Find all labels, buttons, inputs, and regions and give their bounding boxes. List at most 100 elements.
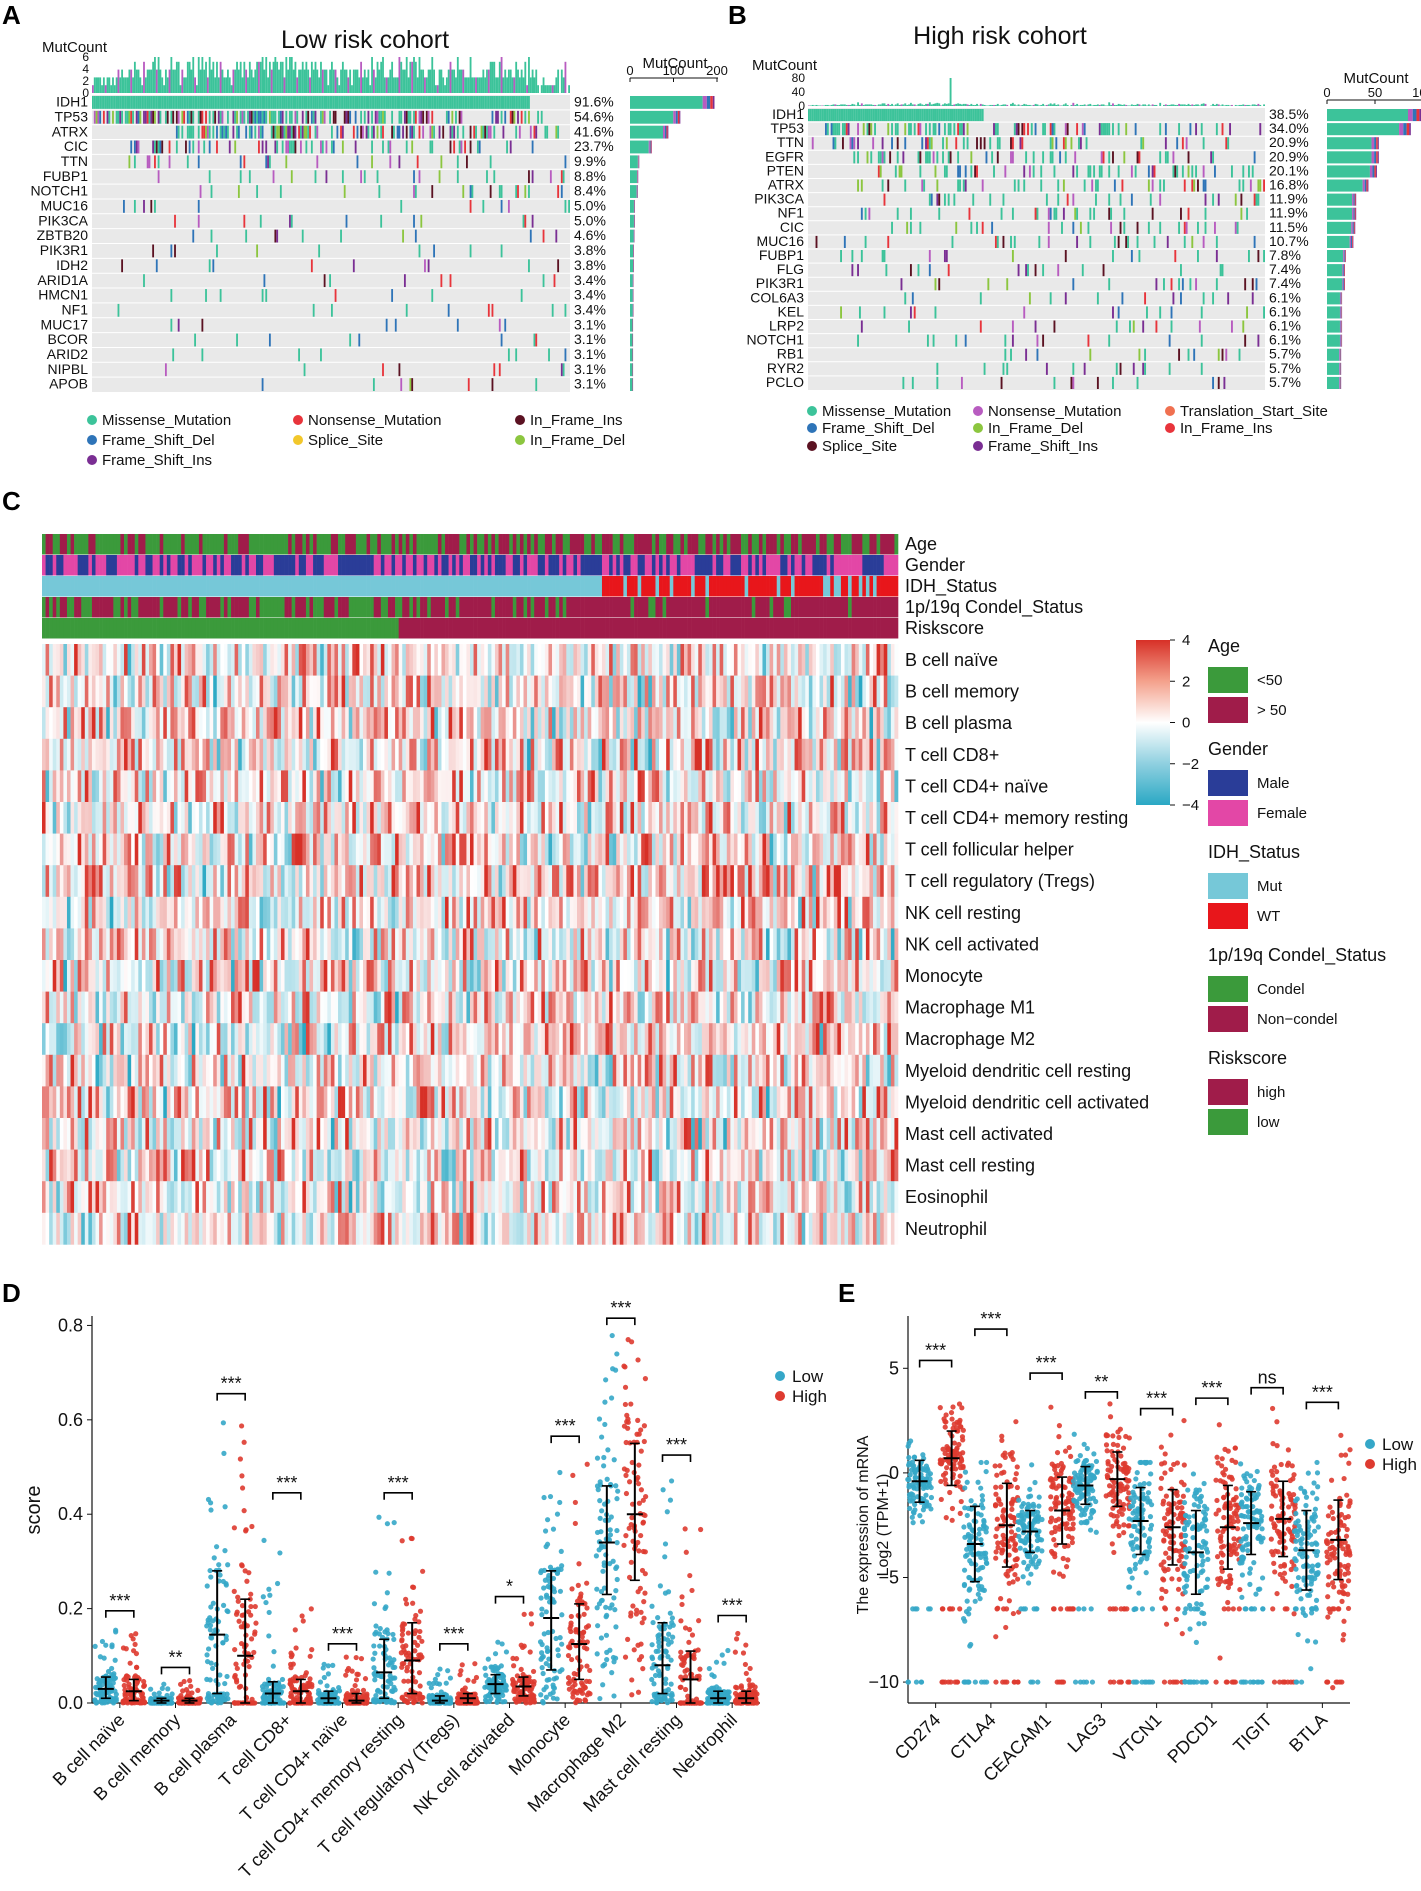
mutation-cell [1034,264,1037,277]
heatmap-cell [295,833,300,866]
annotation-cell [455,576,460,597]
sample-mutcount-bar [832,104,835,106]
annotation-cell [684,576,688,597]
mutation-cell [259,214,262,228]
mutation-cell [938,123,941,136]
heatmap-cell [787,644,792,676]
heatmap-cell [626,707,631,740]
heatmap-cell [259,770,264,803]
mutation-cell [185,140,187,154]
sample-mutcount-bar [487,69,490,93]
annotation-cell [448,534,453,555]
annotation-cell [876,555,881,576]
mutation-cell [321,110,324,124]
heatmap-cell [491,675,496,708]
heatmap-cell [637,675,642,708]
sample-mutcount-bar [1189,104,1192,106]
mutcount-bar [1339,376,1340,389]
mutation-cell [883,151,886,164]
annotation-cell [601,534,606,555]
annotation-cell [127,555,132,576]
mutcount-bar [706,96,711,109]
annotation-cell [616,618,621,639]
annotation-cell [587,555,592,576]
annotation-cell [587,597,592,618]
mutation-cell [864,109,867,122]
mutation-cell [1263,306,1265,319]
heatmap-cell [712,770,717,803]
mutation-cell [830,109,833,122]
annotation-cell [191,618,196,639]
heatmap-cell [719,770,724,803]
annotation-cell [248,576,253,597]
annotation-cell [156,534,160,555]
sample-mutcount-bar [219,61,222,93]
heatmap-cell [313,707,317,740]
sample-mutcount-bar [247,77,249,93]
sample-mutcount-bar [1125,104,1128,106]
annotation-cell [330,597,335,618]
heatmap-cell [159,833,164,866]
mutation-cell [959,179,961,192]
heatmap-cell [227,707,232,740]
sample-mutcount-bar [1021,104,1024,106]
mutation-cell [879,109,882,122]
annotation-cell [808,534,813,555]
mutation-cell [557,259,560,273]
mutation-cell [1076,235,1079,248]
heatmap-cell [566,770,571,803]
heatmap-cell [527,675,531,708]
oncoplot-low-matrix [92,95,570,392]
annotation-cell [544,555,549,576]
sample-mutcount-bar [926,103,929,106]
annotation-cell [70,576,75,597]
annotation-cell [231,597,235,618]
heatmap-cell [452,644,457,676]
heatmap-cell [441,644,446,676]
mutcount-bar [1327,109,1408,122]
annotation-cell [480,555,485,576]
mutation-cell [1032,165,1035,178]
mutation-cell [250,125,253,139]
heatmap-cell [684,707,688,740]
annotation-cell [263,597,267,618]
mutation-cell [1053,207,1056,220]
mutation-cell [208,96,211,109]
heatmap-cell [266,770,271,803]
mutation-cell [190,125,193,139]
heatmap-cell [138,802,143,834]
sample-mutcount-bar [991,104,994,106]
annotation-cell [494,534,499,555]
heatmap-cell [152,644,157,676]
heatmap-cell [659,802,663,834]
mutation-cell [1095,179,1097,192]
gene-label: ZBTB20 [37,227,89,243]
sample-mutcount-bar [957,103,960,106]
annotation-cell [783,597,788,618]
mutation-cell [256,96,259,109]
mutation-cell [959,165,961,178]
mutation-cell [283,125,286,139]
sample-mutcount-bar [201,57,204,93]
annotation-cell [751,534,756,555]
annotation-cell [288,576,292,597]
sample-mutcount-bar [172,69,175,93]
heatmap-cell [181,644,185,676]
mutation-cell [486,170,488,184]
heatmap-cell [737,770,742,803]
annotation-cell [548,534,553,555]
mutation-cell [906,221,909,234]
sample-mutcount-bar [819,105,822,106]
mutation-cell [400,199,403,213]
heatmap-cell [405,802,410,834]
mutation-cell [438,170,441,184]
mutation-cell [1121,179,1124,192]
annotation-cell [273,618,278,639]
heatmap-cell [302,802,307,834]
mutcount-bar [630,185,637,198]
mutation-cell [996,235,999,248]
mutation-cell [1002,235,1005,248]
mutation-cell [466,96,468,109]
mutcount-bar [1327,306,1340,319]
annotation-cell [651,534,656,555]
